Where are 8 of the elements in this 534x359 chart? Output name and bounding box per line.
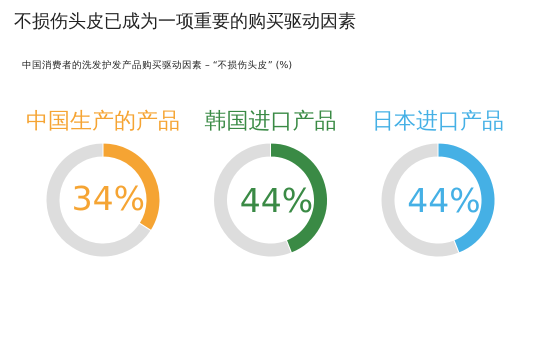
text: 不损伤头皮已成为一项重要的购买驱动因素 xyxy=(14,11,356,32)
data-label: 44% xyxy=(407,180,481,220)
chart-title: 韩国进口产品 xyxy=(204,109,336,134)
chart-title: 中国生产的产品 xyxy=(26,109,180,134)
text: 中国消费者的洗发护发产品购买驱动因素 – “不损伤头皮” (%) xyxy=(22,59,292,71)
data-label: 34% xyxy=(72,179,145,218)
data-label: 44% xyxy=(240,180,314,220)
chart-title: 日本进口产品 xyxy=(372,109,504,134)
